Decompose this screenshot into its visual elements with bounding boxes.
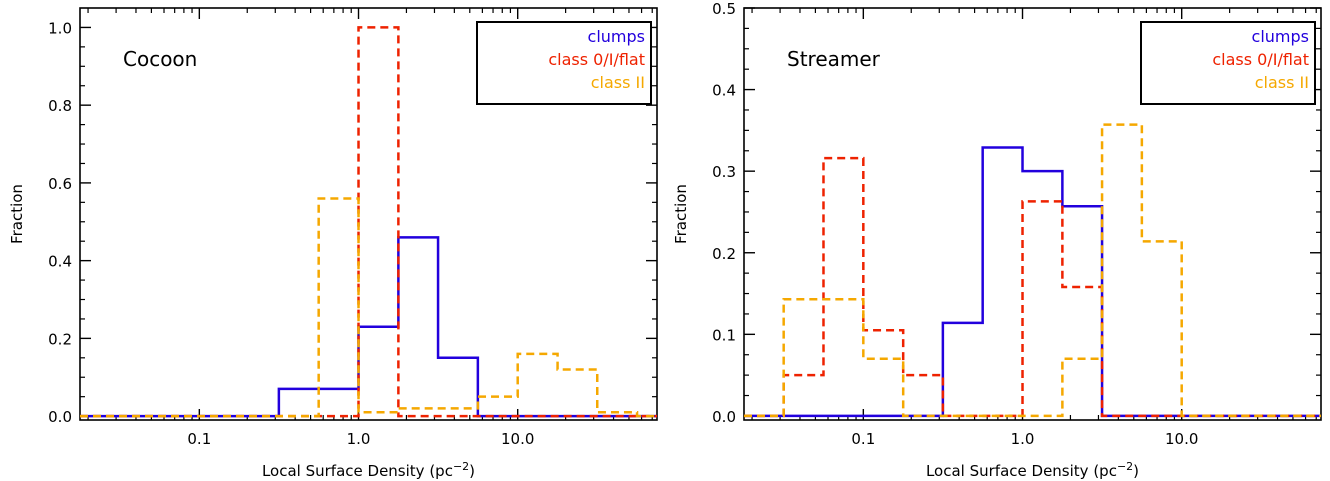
legend-entry: clumps xyxy=(588,27,645,46)
histogram-class-ii xyxy=(80,197,657,418)
y-tick-label: 0.2 xyxy=(48,330,72,348)
histogram-class-0-i-flat xyxy=(744,156,1321,418)
chart-panel-2: 0.1 1.0 10.0 0.0 0.1 0.2 0.3 0.4 0.5 Local Surfac… xyxy=(672,0,1322,480)
legend: clumps class 0/I/flat class II xyxy=(476,21,652,105)
x-tick-label: 1.0 xyxy=(1011,430,1035,448)
legend-entry: class 0/I/flat xyxy=(1212,50,1309,69)
x-tick-label: 0.1 xyxy=(187,430,211,448)
y-tick-label: 0.8 xyxy=(48,97,72,115)
histogram-clumps xyxy=(80,236,657,418)
histogram-clumps xyxy=(744,146,1321,418)
x-axis-label-close: ) xyxy=(1133,462,1139,480)
histogram-class-ii xyxy=(744,123,1321,418)
panel-title: Streamer xyxy=(787,47,881,71)
y-tick-label: 0.4 xyxy=(712,82,736,100)
x-tick-label: 1.0 xyxy=(347,430,371,448)
plot-frame xyxy=(743,7,1322,421)
y-tick-label: 0.6 xyxy=(48,175,72,193)
y-tick-label: 1.0 xyxy=(48,19,72,37)
y-axis-label: Fraction xyxy=(8,184,26,244)
x-tick-label: 10.0 xyxy=(1165,430,1198,448)
y-axis-label: Fraction xyxy=(672,184,690,244)
x-axis-label-exponent: −2 xyxy=(453,460,469,473)
y-tick-label: 0.0 xyxy=(48,408,72,426)
legend: clumps class 0/I/flat class II xyxy=(1140,21,1316,105)
y-tick-label: 0.1 xyxy=(712,326,736,344)
y-tick-label: 0.0 xyxy=(712,408,736,426)
legend-entry: class 0/I/flat xyxy=(548,50,645,69)
y-tick-label: 0.5 xyxy=(712,0,736,18)
legend-entry: class II xyxy=(591,73,645,92)
chart-panel-1: 0.1 1.0 10.0 0.0 0.2 0.4 0.6 0.8 1.0 Local Surfac… xyxy=(8,7,658,480)
x-axis-label: Local Surface Density (pc−2) xyxy=(926,460,1139,480)
x-tick-label: 0.1 xyxy=(851,430,875,448)
x-axis-label-close: ) xyxy=(469,462,475,480)
y-tick-label: 0.3 xyxy=(712,163,736,181)
legend-entry: clumps xyxy=(1252,27,1309,46)
legend-box xyxy=(1140,21,1316,105)
legend-box xyxy=(476,21,652,105)
plot-frame xyxy=(79,7,658,421)
legend-entry: class II xyxy=(1255,73,1309,92)
x-axis-label: Local Surface Density (pc−2) xyxy=(262,460,475,480)
x-tick-label: 10.0 xyxy=(501,430,534,448)
panel-title: Cocoon xyxy=(123,47,197,71)
y-tick-label: 0.4 xyxy=(48,253,72,271)
histogram-class-0-i-flat xyxy=(80,26,657,418)
x-axis-label-exponent: −2 xyxy=(1117,460,1133,473)
y-tick-label: 0.2 xyxy=(712,245,736,263)
